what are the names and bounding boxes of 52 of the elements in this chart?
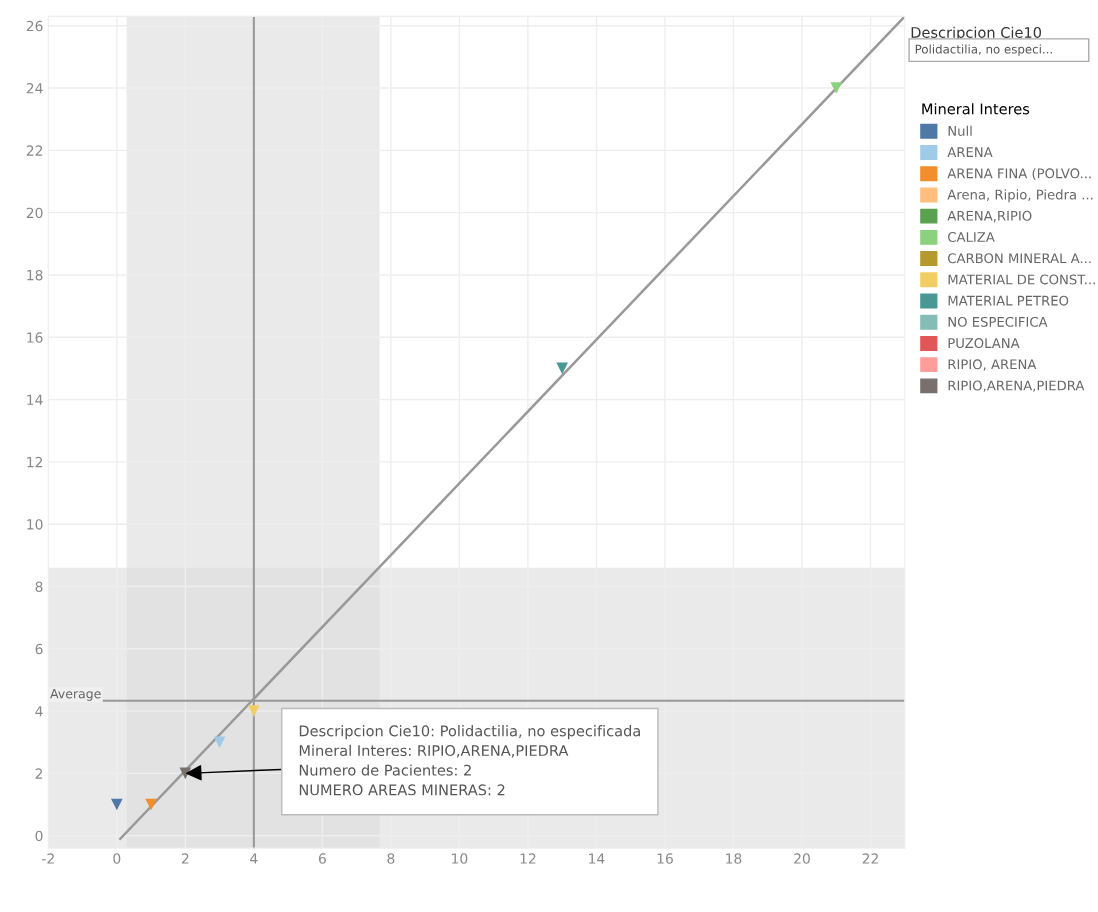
y-tick-label: 24 xyxy=(26,83,43,94)
text: Descripcion Cie10 xyxy=(911,26,1042,41)
y-tick-label: 22 xyxy=(26,145,43,156)
x-tick-label: 10 xyxy=(452,853,468,864)
legend-label: ARENA FINA (POLVO... xyxy=(947,168,1091,180)
point xyxy=(830,82,843,94)
point xyxy=(213,736,226,749)
legend-label: MATERIAL PETREO xyxy=(948,295,1069,306)
legend-label: MATERIAL DE CONST... xyxy=(948,274,1095,285)
x-tick-label: 16 xyxy=(657,853,673,864)
point xyxy=(179,767,192,780)
y-tick-label: 10 xyxy=(27,519,43,530)
x-tick-label: 12 xyxy=(520,853,536,864)
point xyxy=(248,705,260,717)
x-tick-label: 8 xyxy=(387,853,395,864)
legend-label: CALIZA xyxy=(948,232,995,242)
y-tick-label: 16 xyxy=(27,332,43,343)
ref-line-label: Average xyxy=(50,689,101,701)
x-tick-label: 20 xyxy=(794,853,810,864)
legend-label: RIPIO, ARENA xyxy=(948,359,1037,371)
y-tick-label: 14 xyxy=(27,394,43,405)
legend-title: Mineral Interes xyxy=(922,103,1030,115)
y-tick-label: 12 xyxy=(27,456,43,468)
y-tick-label: 26 xyxy=(26,20,43,32)
y-tick-label: 6 xyxy=(35,643,43,655)
x-tick-label: 14 xyxy=(589,853,605,864)
point xyxy=(556,362,568,375)
legend-label: RIPIO,ARENA,PIEDRA xyxy=(948,380,1085,392)
x-tick-label: 0 xyxy=(113,853,121,864)
legend-label: PUZOLANA xyxy=(948,338,1020,349)
annotation: Descripcion Cie10: Polidactilia, no especificada Mineral Interes: RIPIO,ARENA,PIEDRA Numero de Pacientes: 2 NUMERO AREAS MINERAS: 2 xyxy=(299,725,640,796)
legend-label: NO ESPECIFICA xyxy=(948,316,1048,327)
text: Polidactilia, no especi... xyxy=(915,44,1052,56)
x-tick-label: 4 xyxy=(250,853,258,864)
x-tick-label: 18 xyxy=(726,853,742,864)
point xyxy=(145,798,157,811)
legend-label: CARBON MINERAL A... xyxy=(948,253,1091,264)
y-tick-label: 8 xyxy=(35,581,43,592)
y-tick-label: 18 xyxy=(27,269,43,281)
x-tick-label: 2 xyxy=(181,853,189,864)
y-tick-label: 4 xyxy=(35,706,43,717)
point xyxy=(111,798,123,811)
x-tick-label: -2 xyxy=(42,853,54,864)
x-tick-label: 6 xyxy=(318,853,326,864)
legend-label: ARENA xyxy=(947,147,993,157)
legend-label: ARENA,RIPIO xyxy=(947,210,1032,223)
y-tick-label: 2 xyxy=(35,768,43,779)
y-tick-label: 20 xyxy=(26,207,43,219)
x-tick-label: 22 xyxy=(862,853,878,864)
legend-label: Arena, Ripio, Piedra ... xyxy=(947,189,1093,203)
legend-label: Null xyxy=(948,125,972,136)
y-tick-label: 0 xyxy=(35,830,43,842)
